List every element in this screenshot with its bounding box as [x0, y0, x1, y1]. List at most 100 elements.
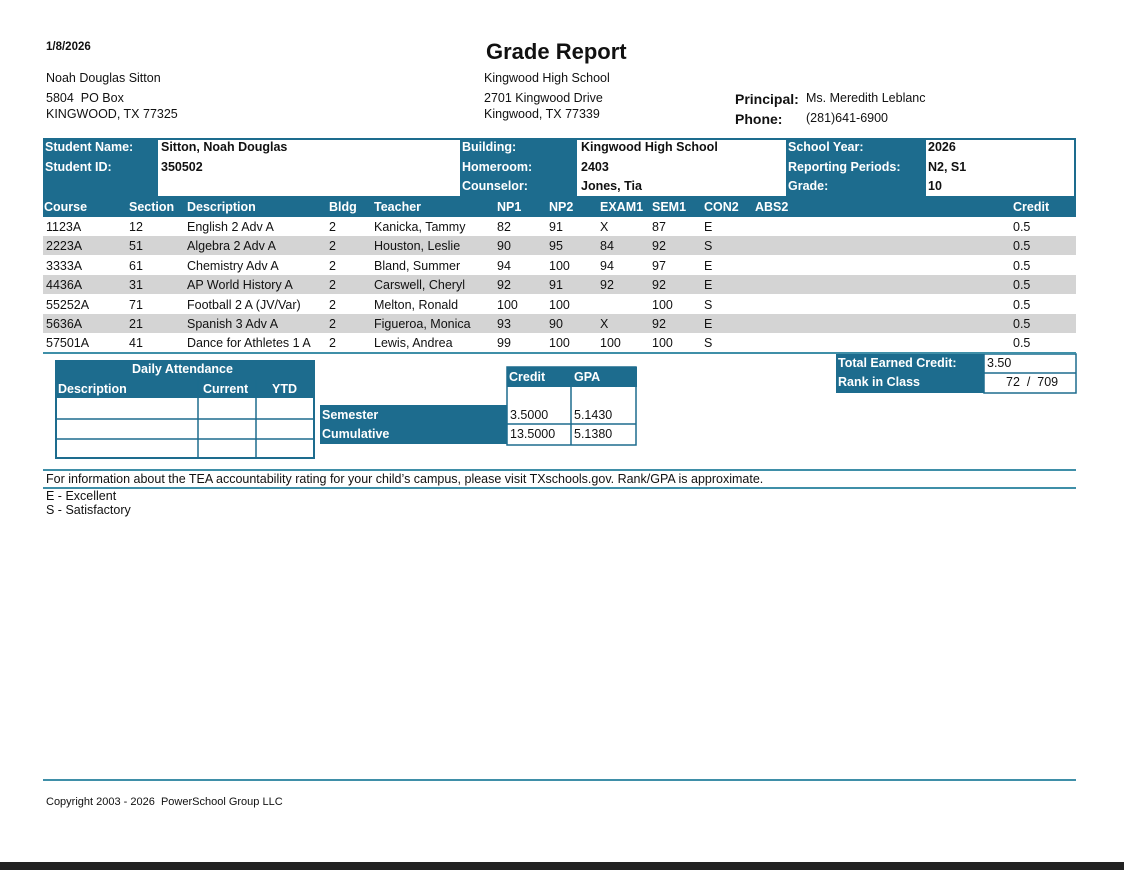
cell: 0.5 — [1013, 220, 1031, 234]
address-line: KINGWOOD, TX 77325 — [46, 107, 178, 121]
address-line: 5804 PO Box — [46, 91, 124, 105]
date: 1/8/2026 — [46, 41, 91, 53]
rule — [43, 352, 1076, 354]
cell: 100 — [497, 297, 518, 312]
cell: 2 — [329, 278, 336, 293]
grades-header — [43, 197, 1076, 217]
cell: 12 — [129, 220, 143, 234]
phone-label: Phone: — [735, 111, 783, 127]
cell: 71 — [129, 297, 143, 312]
cell: 0.5 — [1013, 258, 1031, 273]
cell: 93 — [497, 317, 511, 331]
note: For information about the TEA accountabi… — [46, 472, 764, 486]
cell: 2 — [329, 336, 336, 351]
info-label: Building: — [462, 140, 517, 154]
info-value: N2, S1 — [928, 159, 967, 174]
cell: 41 — [129, 336, 143, 351]
cell: 5636A — [46, 317, 83, 331]
info-label: Grade: — [788, 179, 829, 193]
info-value: Jones, Tia — [581, 179, 642, 193]
cell: 2 — [329, 220, 336, 234]
total-credit: 3.50 — [987, 356, 1012, 370]
cell: 100 — [652, 297, 673, 312]
cell: 94 — [497, 258, 511, 273]
cell: 91 — [549, 220, 563, 234]
info-label-bg — [786, 138, 926, 198]
cell: 2223A — [46, 239, 83, 254]
column-header: Bldg — [329, 200, 357, 214]
info-label: Student Name: — [45, 140, 134, 154]
cell: Carswell, Cheryl — [374, 278, 465, 293]
cell: 94 — [600, 258, 614, 273]
attendance-header — [55, 360, 315, 398]
gpa-row-label: Cumulative — [322, 427, 390, 441]
attendance-title: Daily Attendance — [132, 362, 233, 376]
principal-label: Principal: — [735, 91, 799, 107]
info-label: Homeroom: — [462, 159, 533, 174]
column-header: ABS2 — [755, 200, 789, 214]
gpa-col: GPA — [574, 370, 601, 384]
cell: S — [704, 336, 713, 351]
cell: Lewis, Andrea — [374, 336, 453, 351]
cell: Melton, Ronald — [374, 297, 459, 312]
rank-label: Rank in Class — [838, 375, 920, 389]
phone: (281)641-6900 — [806, 111, 889, 125]
cell: 95 — [549, 239, 563, 254]
total-credit-label: Total Earned Credit: — [838, 356, 957, 370]
column-header: NP1 — [497, 200, 522, 214]
cell: Spanish 3 Adv A — [187, 317, 279, 331]
rule — [43, 487, 1076, 489]
cell: 92 — [652, 278, 666, 293]
row-stripe — [43, 236, 1076, 256]
legend-item: E - Excellent — [46, 489, 117, 503]
cell: 0.5 — [1013, 239, 1031, 254]
cell: 0.5 — [1013, 297, 1031, 312]
cell: Figueroa, Monica — [374, 317, 471, 331]
info-value: 2026 — [928, 140, 956, 154]
column-header: EXAM1 — [600, 200, 644, 214]
cell: 57501A — [46, 336, 90, 351]
column-header: Course — [44, 200, 88, 214]
cell: 4436A — [46, 278, 83, 293]
cell: 21 — [129, 317, 143, 331]
info-value: 2403 — [581, 159, 609, 174]
cell: 87 — [652, 220, 666, 234]
address-line: Noah Douglas Sitton — [46, 71, 161, 85]
cell: 97 — [652, 258, 666, 273]
cell: 0.5 — [1013, 336, 1031, 351]
attendance-col: Description — [58, 382, 127, 396]
cell: 92 — [600, 278, 614, 293]
info-label: Student ID: — [45, 159, 112, 174]
cell: 2 — [329, 297, 336, 312]
cell: 100 — [549, 297, 570, 312]
cell: 100 — [549, 336, 570, 351]
column-header: CON2 — [704, 200, 739, 214]
cell: 92 — [652, 239, 666, 254]
cell: AP World History A — [187, 278, 293, 293]
info-value: 350502 — [161, 159, 203, 174]
summary-labels — [836, 354, 984, 393]
cell: Algebra 2 Adv A — [187, 239, 276, 254]
cell: Dance for Athletes 1 A — [187, 336, 311, 351]
gpa-col: Credit — [509, 370, 546, 384]
gpa-header — [507, 367, 637, 387]
cell: S — [704, 239, 713, 254]
cell: 82 — [497, 220, 511, 234]
gpa-value: 5.1380 — [574, 427, 613, 441]
cell: 3333A — [46, 258, 83, 273]
cell: 90 — [497, 239, 511, 254]
column-header: Description — [187, 200, 256, 214]
school-line: Kingwood High School — [484, 71, 610, 85]
cell: 91 — [549, 278, 563, 293]
legend-item: S - Satisfactory — [46, 503, 131, 517]
cell: E — [704, 220, 713, 234]
cell: 100 — [652, 336, 673, 351]
school-line: Kingwood, TX 77339 — [484, 107, 600, 121]
column-header: Teacher — [374, 200, 422, 214]
cell: X — [600, 317, 609, 331]
cell: S — [704, 297, 713, 312]
column-header: SEM1 — [652, 200, 687, 214]
cell: 55252A — [46, 297, 90, 312]
gpa-credit: 13.5000 — [510, 427, 556, 441]
